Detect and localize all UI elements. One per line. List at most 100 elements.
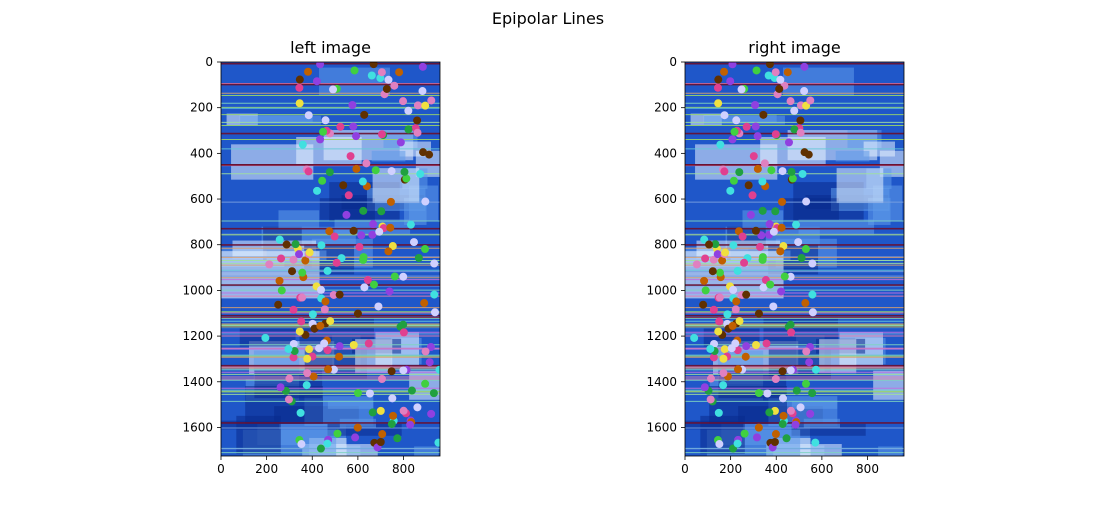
image-texture-patch [327,400,374,409]
y-tick-label: 1200 [182,329,213,343]
keypoint-marker [377,68,386,77]
keypoint-marker [420,299,429,308]
keypoint-marker [808,290,817,299]
y-tick-label: 1600 [646,420,677,434]
keypoint-marker [288,267,297,276]
image-texture-patch [221,420,280,430]
keypoint-marker [298,268,307,277]
keypoint-marker [409,238,418,247]
keypoint-marker [275,235,284,244]
keypoint-marker [430,308,439,317]
keypoint-marker [751,122,760,131]
keypoint-marker [759,283,768,292]
keypoint-marker [729,285,738,294]
keypoint-marker [303,368,312,377]
keypoint-marker [297,317,306,326]
keypoint-marker [399,366,408,375]
keypoint-marker [321,116,330,125]
keypoint-marker [801,245,810,254]
keypoint-marker [386,197,395,206]
keypoint-marker [374,302,383,311]
keypoint-marker [413,403,422,412]
keypoint-marker [434,438,440,447]
keypoint-marker [787,167,796,176]
keypoint-marker [335,352,344,361]
keypoint-marker [320,305,329,314]
keypoint-marker [400,167,409,176]
keypoint-marker [430,259,439,268]
keypoint-marker [319,127,328,136]
image-texture-patch [704,115,785,125]
keypoint-marker [276,383,285,392]
keypoint-marker [275,276,284,285]
y-tick-label: 1600 [182,420,213,434]
keypoint-marker [404,125,413,134]
keypoint-marker [321,297,330,306]
keypoint-marker [274,300,283,309]
keypoint-marker [749,152,758,161]
keypoint-marker [784,138,793,147]
keypoint-marker [730,127,739,136]
axes-title: right image [748,38,841,57]
keypoint-marker [284,344,293,353]
image-texture-patch [240,115,321,125]
keypoint-marker [344,191,353,200]
keypoint-marker [376,438,385,447]
keypoint-marker [335,342,344,351]
keypoint-marker [261,333,270,342]
keypoint-marker [718,256,727,265]
image-texture-patch [371,150,406,162]
keypoint-marker [390,81,399,90]
keypoint-marker [289,255,298,264]
keypoint-marker [709,255,718,264]
keypoint-marker [720,111,729,120]
keypoint-marker [800,148,809,157]
keypoint-marker [349,341,358,350]
keypoint-marker [371,166,380,175]
keypoint-marker [726,186,735,195]
keypoint-marker [779,411,788,420]
keypoint-marker [775,84,784,93]
keypoint-marker [700,235,709,244]
keypoint-marker [376,406,385,415]
keypoint-marker [753,132,762,141]
right-image-axes: right image 0 200 400 600 800 0 200 400 600 800 100… [646,38,905,476]
keypoint-marker [316,444,325,453]
keypoint-marker [302,381,311,390]
keypoint-marker [776,75,785,84]
keypoint-marker [706,374,715,383]
image-texture-patch [319,198,375,220]
keypoint-marker [377,207,386,216]
keypoint-marker [796,403,805,412]
keypoint-marker [349,122,358,131]
keypoint-marker [339,181,348,190]
keypoint-marker [720,167,729,176]
keypoint-marker [390,272,399,281]
keypoint-marker [715,440,724,449]
keypoint-marker [323,266,332,275]
x-tick-label: 800 [856,462,879,476]
image-content [685,62,904,456]
keypoint-marker [384,247,393,256]
keypoint-marker [720,67,729,76]
keypoint-marker [792,220,801,229]
keypoint-marker [388,242,397,251]
keypoint-marker [741,352,750,361]
keypoint-marker [762,339,771,348]
y-tick-label: 400 [190,146,213,160]
keypoint-marker [763,389,772,398]
x-tick-label: 800 [392,462,415,476]
keypoint-marker [728,321,737,330]
keypoint-marker [289,353,298,362]
keypoint-marker [353,309,362,318]
keypoint-marker [399,97,408,106]
keypoint-marker [377,375,386,384]
x-tick-label: 200 [719,462,742,476]
keypoint-marker [779,394,788,403]
keypoint-marker [393,434,402,443]
image-texture-patch [278,210,320,229]
keypoint-marker [418,62,427,71]
keypoint-marker [303,354,312,363]
